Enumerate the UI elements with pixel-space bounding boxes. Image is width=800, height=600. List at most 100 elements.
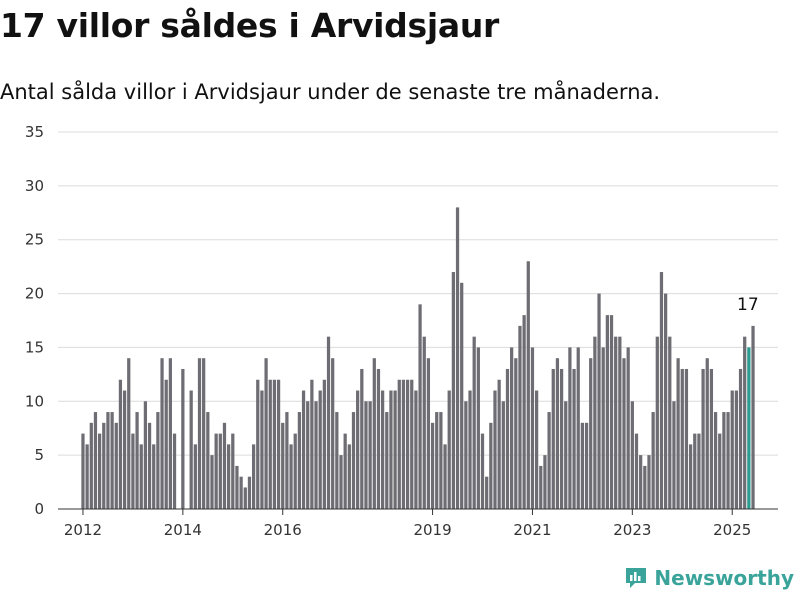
bar [522,315,526,509]
bar [684,368,689,509]
bar [576,347,580,509]
bar [93,412,98,509]
bar [439,412,443,509]
bar [127,358,131,509]
bar [193,444,197,509]
bar [497,379,501,509]
bar [476,347,480,509]
bar [568,347,572,509]
bar [135,412,139,509]
bar [559,368,564,509]
bar [306,401,310,509]
bar [680,368,684,509]
bar [247,476,252,509]
bar [514,358,518,509]
bar [272,379,277,509]
bar [526,261,530,509]
bar [688,444,693,509]
bar [734,390,739,509]
bar-chart-logo-icon [626,568,647,588]
bar [343,433,347,509]
y-tick-label: 10 [25,392,44,410]
bar [206,412,210,509]
bar [310,379,314,509]
bar [672,401,676,509]
bar [156,412,160,509]
y-tick-label: 0 [34,500,44,518]
bar [189,390,193,509]
bar [227,444,231,509]
bar [651,412,655,509]
bar [235,465,239,509]
bar [218,433,222,509]
bar [609,315,614,509]
bar [381,390,385,509]
bar [339,455,343,509]
bar [143,401,148,509]
bar [618,336,622,509]
y-axis-ticks: 0 5 10 15 20 25 30 35 [25,123,44,518]
bar [709,368,714,509]
bar [268,379,272,509]
bar [455,207,460,509]
bar [460,282,464,509]
bar [385,412,389,509]
bar [364,401,368,509]
bar [643,465,647,509]
bar [743,336,747,509]
bar [289,444,293,509]
x-tick-label: 2014 [164,521,202,539]
bar [172,433,177,509]
bar [718,433,722,509]
bar [202,358,206,509]
newsworthy-brand[interactable]: Newsworthy [624,566,794,590]
bar [331,358,335,509]
bar [335,412,339,509]
bar [738,368,743,509]
bar [534,390,539,509]
bar [547,412,551,509]
bar [376,368,381,509]
bar [726,412,730,509]
brand-name: Newsworthy [654,566,794,590]
x-tick-label: 2025 [713,521,751,539]
bar [493,390,497,509]
bar [747,347,751,509]
bar [555,358,560,509]
bar [430,422,435,509]
bar [605,315,609,509]
bar [501,401,505,509]
bar [318,390,322,509]
bar [393,390,397,509]
bar [614,336,618,509]
bar [593,336,597,509]
bar [147,422,152,509]
y-tick-label: 30 [25,177,44,195]
bar [564,401,568,509]
bar [630,401,634,509]
bar [281,422,285,509]
x-tick-label: 2016 [264,521,302,539]
bar [410,379,414,509]
bar [713,412,718,509]
bar [418,304,422,509]
bar [634,433,639,509]
bar [639,455,643,509]
bar [443,444,447,509]
bar [597,293,601,509]
bar [539,465,543,509]
bar [122,390,127,509]
bar [197,358,202,509]
chart-data-labels: 17 [737,295,759,315]
bar [622,358,626,509]
x-tick-label: 2021 [513,521,551,539]
bar [360,368,364,509]
bar [601,347,605,509]
bar [314,401,318,509]
bar [584,422,589,509]
y-tick-label: 35 [25,123,44,141]
highlight-value-label: 17 [737,295,759,315]
bar [693,433,697,509]
bar [659,272,664,509]
bar [118,379,123,509]
